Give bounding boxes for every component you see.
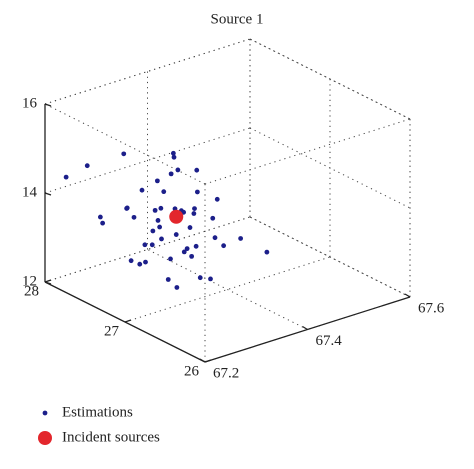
estimate-point [142, 242, 148, 248]
estimate-point [208, 276, 213, 282]
estimate-point [128, 258, 134, 264]
estimate-point [121, 151, 127, 157]
grid-line [249, 127, 411, 209]
y-tick-label: 26 [184, 363, 200, 379]
legend-label: Incident sources [62, 429, 160, 445]
chart-title: Source 1 [211, 11, 264, 27]
estimate-point [194, 189, 200, 195]
estimate-point [158, 205, 164, 211]
estimate-point [97, 214, 103, 220]
legend-marker [42, 410, 48, 416]
estimate-point [124, 205, 130, 211]
box-edge [204, 118, 411, 185]
estimate-point [150, 228, 156, 234]
estimate-point [212, 235, 218, 241]
estimate-point [181, 249, 187, 255]
estimate-point [238, 236, 244, 241]
estimate-point [100, 220, 106, 226]
estimate-point [155, 218, 161, 223]
estimate-point [214, 196, 220, 202]
y-tick [124, 319, 132, 323]
x-tick [199, 358, 206, 363]
estimate-point [139, 187, 145, 193]
estimate-point [187, 225, 193, 230]
x-tick [302, 325, 308, 331]
estimate-point [191, 211, 197, 216]
source-point [169, 209, 184, 224]
z-tick-label: 16 [22, 95, 38, 111]
estimate-point [189, 253, 195, 259]
estimate-point [173, 232, 179, 237]
estimate-point [159, 236, 164, 242]
estimate-point [161, 189, 167, 195]
estimate-point [193, 243, 199, 249]
estimate-point [84, 163, 90, 169]
estimate-point [154, 178, 160, 184]
estimate-point [264, 249, 270, 255]
box-edge [44, 103, 206, 185]
estimate-point [170, 150, 176, 156]
z-tick [44, 103, 52, 107]
legend-marker [38, 431, 52, 445]
estimate-point [165, 277, 171, 282]
x-tick-label: 67.4 [316, 333, 343, 349]
estimate-point [168, 171, 174, 177]
grid-line [147, 249, 308, 330]
estimate-point [143, 259, 148, 265]
x-tick [404, 293, 411, 298]
estimate-point [137, 261, 143, 267]
x-tick-label: 67.2 [213, 365, 239, 381]
estimate-point [157, 224, 163, 230]
y-tick-label: 27 [104, 323, 120, 339]
grid-line [249, 216, 411, 298]
estimate-point [175, 167, 181, 173]
estimate-point [221, 243, 227, 249]
z-tick [44, 192, 52, 196]
z-tick-label: 12 [22, 273, 37, 289]
y-tick [204, 359, 212, 363]
estimate-point [171, 154, 177, 160]
legend-label: Estimations [62, 404, 133, 420]
x-tick-label: 67.6 [418, 300, 445, 316]
estimate-point [131, 214, 137, 220]
estimate-point [210, 215, 216, 221]
z-tick [44, 281, 52, 285]
z-tick-label: 14 [22, 184, 38, 200]
y-tick-label: 28 [24, 283, 39, 299]
estimate-point [174, 285, 180, 290]
estimate-point [152, 207, 158, 213]
estimate-point [63, 174, 69, 180]
estimate-point [192, 206, 197, 212]
estimate-point [197, 275, 203, 281]
estimate-point [149, 242, 155, 248]
grid-line [249, 38, 411, 120]
estimate-point [194, 167, 200, 173]
estimate-point [168, 256, 173, 262]
estimate-point [184, 246, 190, 252]
